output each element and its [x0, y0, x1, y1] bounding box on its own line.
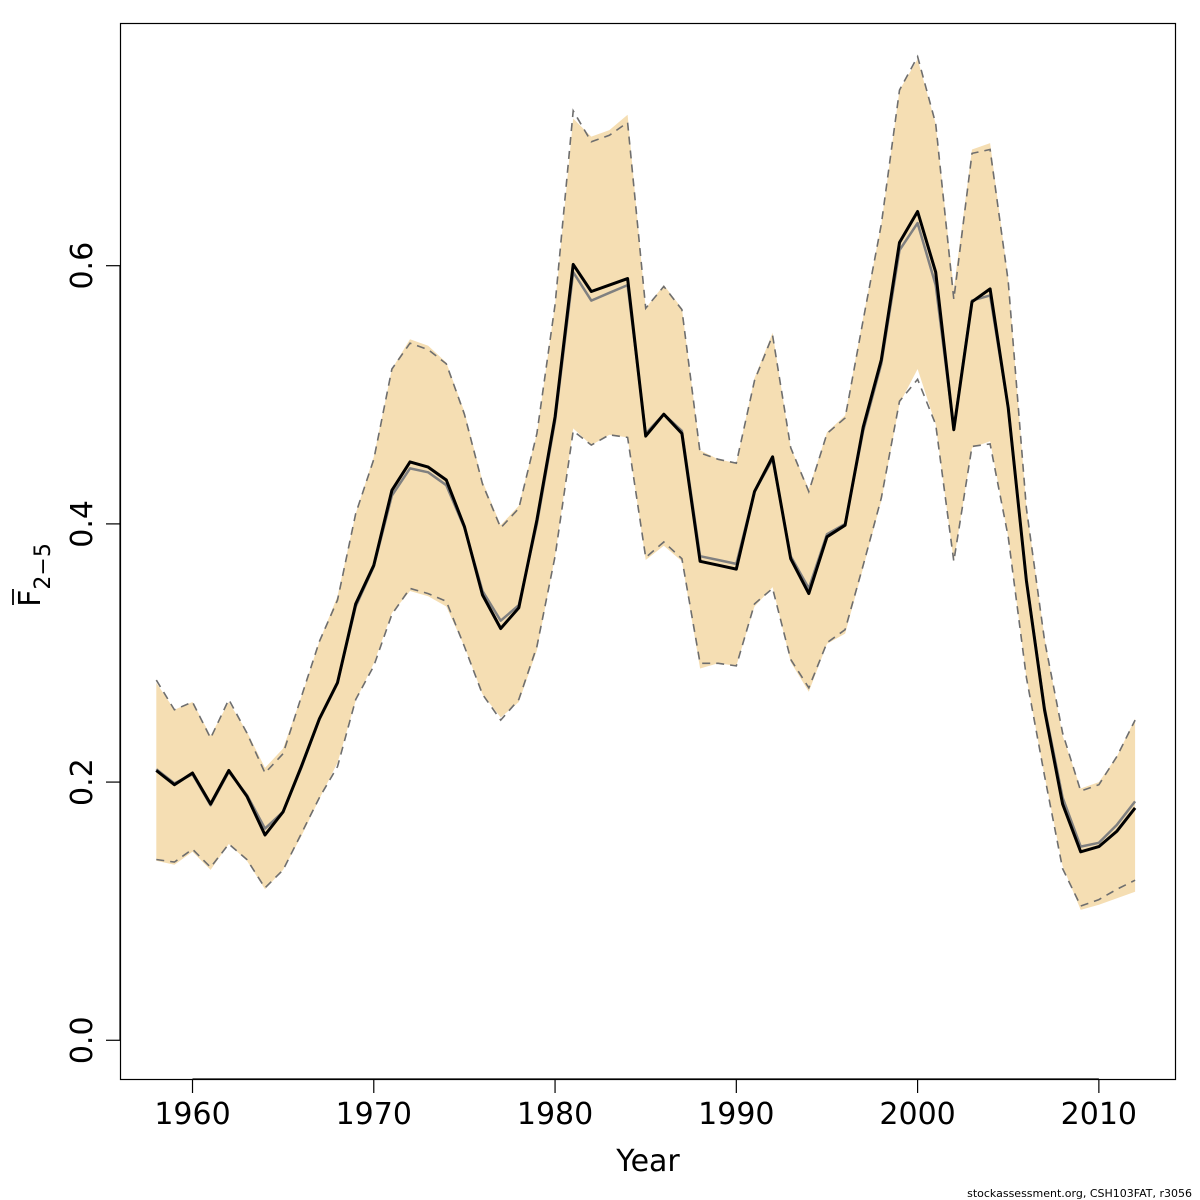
x-axis-title: Year	[615, 1144, 680, 1179]
y-axis: 0.0 0.2 0.4 0.6	[65, 242, 121, 1064]
upper-bound-line	[155, 54, 1136, 793]
svg-text:F2−5: F2−5	[13, 543, 56, 607]
x-tick-label: 1990	[698, 1097, 774, 1132]
x-tick-label: 2000	[879, 1097, 955, 1132]
y-tick-label: 0.4	[65, 500, 100, 548]
x-tick-label: 2010	[1061, 1097, 1137, 1132]
y-tick-label: 0.6	[65, 242, 100, 290]
confidence-band	[156, 59, 1136, 910]
plot-area	[155, 54, 1137, 910]
lower-bound-line	[156, 377, 1136, 907]
y-axis-title-main: F	[13, 590, 48, 607]
y-tick-label: 0.0	[65, 1016, 100, 1064]
x-axis: 1960 1970 1980 1990 2000 2010	[154, 1078, 1137, 1132]
y-axis-title: F2−5	[12, 543, 56, 607]
x-tick-label: 1980	[517, 1097, 593, 1132]
y-axis-title-subscript: 2−5	[31, 543, 56, 589]
estimate-line	[155, 210, 1137, 854]
x-tick-label: 1970	[336, 1097, 412, 1132]
credit-text: stockassessment.org, CSH103FAT, r3056	[967, 1187, 1192, 1200]
y-tick-label: 0.2	[65, 758, 100, 806]
x-tick-label: 1960	[154, 1097, 230, 1132]
